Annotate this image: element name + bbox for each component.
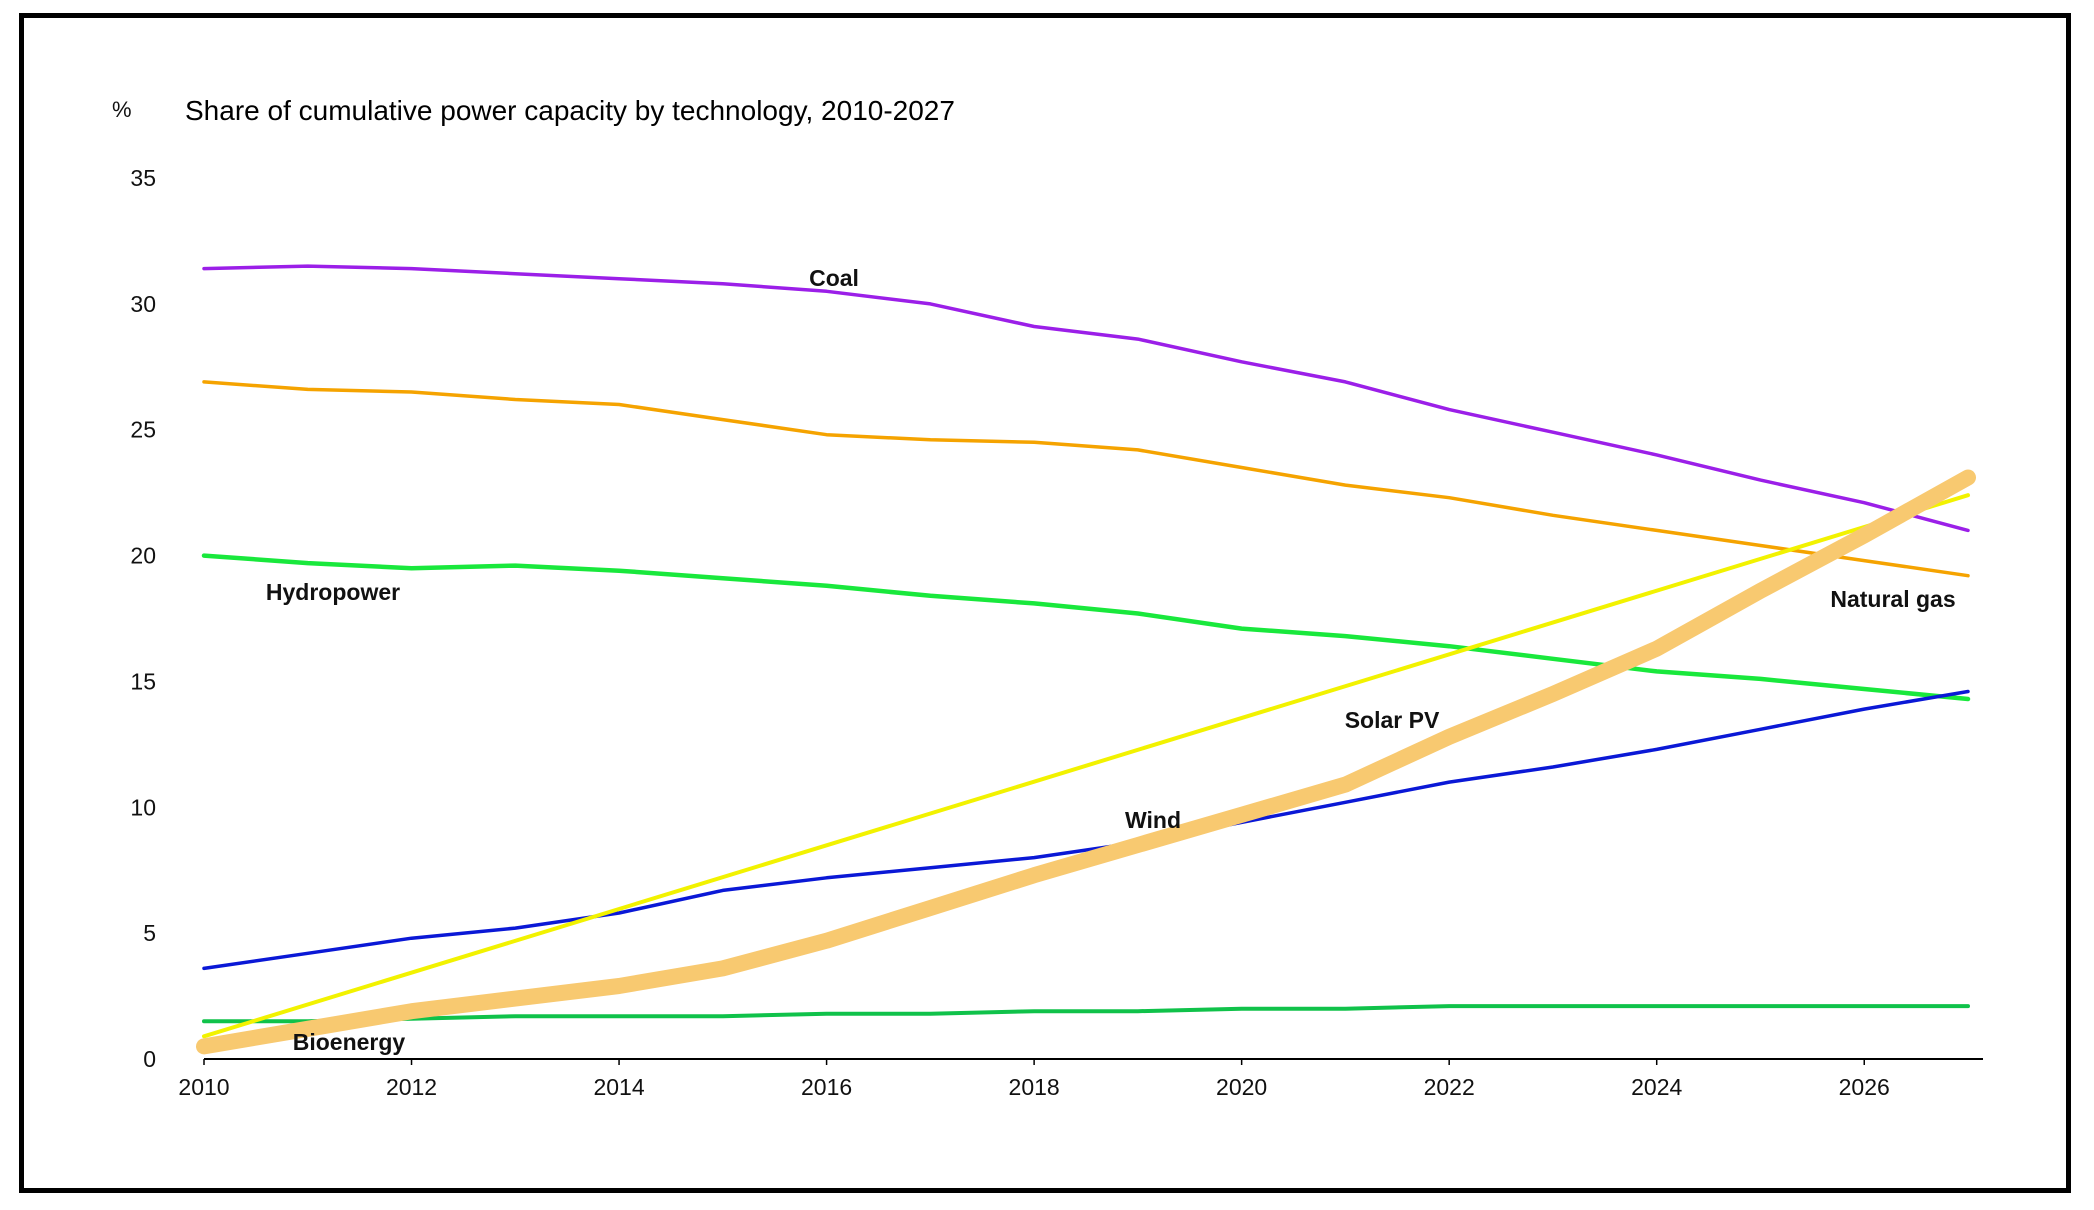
y-tick-label: 30 [130,291,156,317]
x-tick-label: 2022 [1424,1074,1475,1100]
y-tick-label: 15 [130,668,156,694]
x-tick-label: 2012 [386,1074,437,1100]
x-tick-label: 2020 [1216,1074,1267,1100]
series-label-hydropower: Hydropower [266,579,400,605]
x-tick-label: 2024 [1631,1074,1682,1100]
y-tick-label: 0 [143,1046,156,1072]
text-layer: % Share of cumulative power capacity by … [112,95,1956,1055]
series-label-wind: Wind [1125,807,1181,833]
x-tick-label: 2018 [1009,1074,1060,1100]
yellow-trend-line [202,493,1970,1039]
series-label-natural-gas: Natural gas [1830,586,1955,612]
x-tick-label: 2014 [593,1074,644,1100]
x-tick-label: 2010 [178,1074,229,1100]
series-line-hydropower [201,553,1971,702]
series-line-bioenergy [202,1004,1970,1024]
y-tick-label: 5 [143,920,156,946]
chart-axes: 2010 2012 2014 2016 2018 2020 2022 2024 2026 0 5 10… [130,165,1983,1100]
series-label-bioenergy: Bioenergy [293,1029,406,1055]
series-line-natural-gas [202,380,1970,578]
y-tick-label: 35 [130,165,156,191]
y-tick-label: 20 [130,543,156,569]
y-axis-unit-label: % [112,97,132,122]
x-tick-label: 2016 [801,1074,852,1100]
y-tick-label: 10 [130,794,156,820]
series-layer [196,264,1976,1055]
series-label-solar-pv: Solar PV [1345,707,1440,733]
chart-title: Share of cumulative power capacity by te… [185,95,955,126]
series-line-solar-pv [196,469,1976,1055]
y-tick-label: 25 [130,417,156,443]
x-tick-label: 2026 [1839,1074,1890,1100]
series-label-coal: Coal [809,265,859,291]
series-line-wind [202,689,1970,971]
series-line-coal [202,264,1970,533]
